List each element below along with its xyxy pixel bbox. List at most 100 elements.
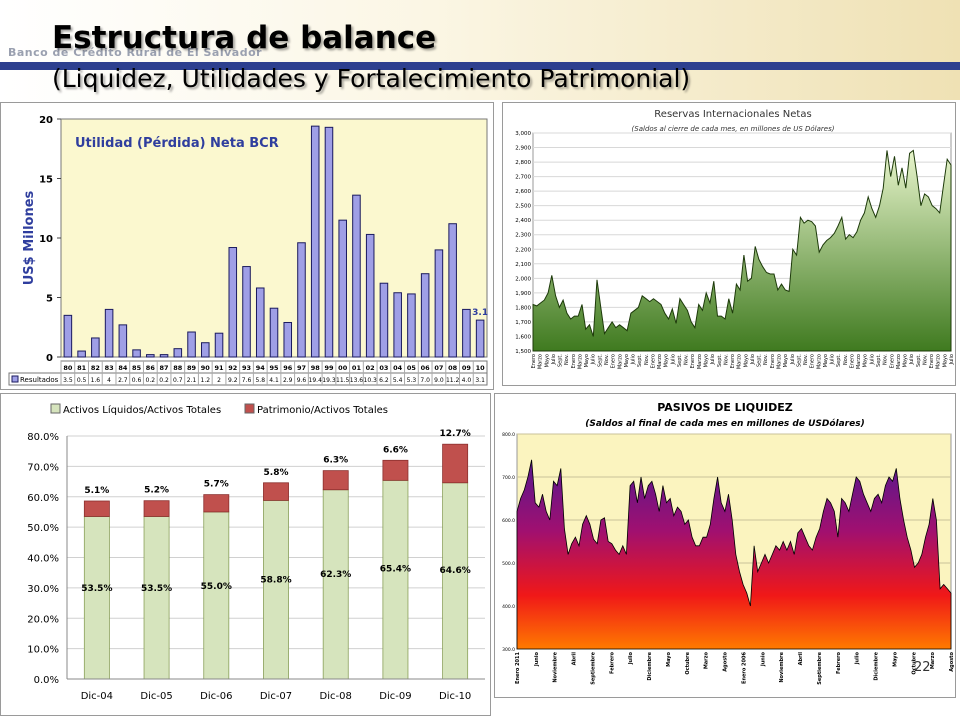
y-tick-label: 3,000 <box>515 131 531 137</box>
y-tick-label: 80.0% <box>27 432 59 443</box>
bar <box>434 249 444 358</box>
table-value: 10.3 <box>364 377 378 384</box>
y-tick-label: 60.0% <box>27 493 59 504</box>
table-value: 7.6 <box>242 377 252 384</box>
x-tick-label: Julio <box>909 354 915 365</box>
data-label: 5.7% <box>204 480 229 490</box>
table-value: 2 <box>217 377 221 384</box>
x-tick-label: Enero 2011 <box>515 651 521 683</box>
y-tick-label: 15 <box>39 175 53 186</box>
category-label: 92 <box>228 364 237 372</box>
x-tick-label: Marzo <box>936 354 942 369</box>
x-tick-label: Mayo <box>584 354 590 367</box>
table-value: 19.3 <box>322 377 336 384</box>
y-tick-label: 2,400 <box>515 218 531 224</box>
y-tick-label: 20.0% <box>27 614 59 625</box>
category-label: 88 <box>173 364 183 372</box>
x-tick-label: Marzo <box>538 354 544 369</box>
data-label: 3.1 <box>472 308 488 318</box>
utilidad-chart-panel: 0 5 10 15 20 US$ Millones Utilidad (Pérdida) N… <box>0 102 494 390</box>
y-tick-label: 10 <box>39 234 53 245</box>
bar-activos <box>143 516 170 680</box>
data-label: 64.6% <box>440 566 471 576</box>
bar <box>173 348 183 358</box>
x-tick-label: Noviembre <box>553 651 559 682</box>
x-tick-label: Sept. <box>637 354 643 367</box>
bar <box>338 219 347 358</box>
x-tick-label: Mayo <box>823 354 829 367</box>
table-value: 9.2 <box>228 377 238 384</box>
x-tick-label: Abril <box>798 652 804 666</box>
x-tick-label: Marzo <box>896 354 902 369</box>
category-label: 97 <box>297 364 306 372</box>
table-value: 1.2 <box>201 377 211 384</box>
bar <box>379 282 389 358</box>
category-label: 10 <box>476 364 486 372</box>
x-tick-label: Julio <box>670 354 676 365</box>
x-tick-label: Diciembre <box>647 651 653 680</box>
x-tick-label: Abril <box>572 652 578 666</box>
data-label: 55.0% <box>201 582 232 592</box>
category-label: 08 <box>448 364 458 372</box>
x-tick-label: Sept. <box>717 354 723 367</box>
category-label: 09 <box>462 364 472 372</box>
legend-label: Patrimonio/Activos Totales <box>257 405 388 416</box>
x-tick-label: Sept. <box>558 354 564 367</box>
bar <box>228 247 238 358</box>
x-tick-label: Sept. <box>597 354 603 367</box>
x-tick-label: Dic-08 <box>320 691 352 702</box>
bar <box>462 308 471 358</box>
bar <box>448 223 457 358</box>
bar <box>118 324 128 358</box>
activos-chart-panel: Activos Líquidos/Activos Totales Patrimon… <box>0 393 491 716</box>
table-value: 5.8 <box>255 377 265 384</box>
x-tick-label: Dic-06 <box>200 691 232 702</box>
bar <box>393 292 402 358</box>
category-label: 94 <box>256 364 266 372</box>
x-tick-label: Dic-07 <box>260 691 292 702</box>
x-tick-label: Dic-09 <box>379 691 411 702</box>
data-label: 12.7% <box>440 429 471 439</box>
x-tick-label: Dic-05 <box>140 691 172 702</box>
table-value: 0.7 <box>173 377 183 384</box>
y-tick-label: 1,800 <box>515 305 531 311</box>
x-tick-label: Junio <box>760 651 766 667</box>
x-tick-label: Marzo <box>930 651 936 669</box>
category-label: 85 <box>132 364 142 372</box>
x-tick-label: Enero <box>770 354 776 368</box>
y-tick-label: 30.0% <box>27 584 59 595</box>
table-value: 3.5 <box>63 377 73 384</box>
x-tick-label: Enero <box>889 354 895 368</box>
x-tick-label: Nov. <box>644 354 650 365</box>
x-tick-label: Marzo <box>617 354 623 369</box>
bar <box>104 308 114 358</box>
table-value: 1.6 <box>91 377 101 384</box>
table-value: 2.1 <box>187 377 197 384</box>
bar <box>283 321 293 358</box>
y-tick-label: 500.0 <box>502 561 515 567</box>
category-label: 87 <box>160 364 169 372</box>
bar <box>352 194 361 358</box>
table-value: 0.2 <box>159 377 169 384</box>
bar-patrimonio <box>442 443 469 484</box>
bar-patrimonio <box>263 482 289 501</box>
x-tick-label: Marzo <box>697 354 703 369</box>
bar <box>77 350 86 358</box>
bar <box>132 349 141 358</box>
x-tick-label: Julio <box>631 354 637 365</box>
category-label: 86 <box>146 364 156 372</box>
pasivos-chart-panel: PASIVOS DE LIQUIDEZ (Saldos al final de c… <box>494 393 956 698</box>
x-tick-label: Mayo <box>666 651 672 666</box>
x-tick-label: Julio <box>830 354 836 365</box>
x-tick-label: Enero <box>690 354 696 368</box>
x-tick-label: Nov. <box>843 354 849 365</box>
legend-label: Resultados <box>20 376 59 384</box>
x-tick-label: Marzo <box>657 354 663 369</box>
x-tick-label: Mayo <box>892 651 898 666</box>
bar-activos <box>382 479 409 680</box>
y-tick-label: 2,900 <box>515 146 531 152</box>
chart-subtitle: (Saldos al final de cada mes en millones… <box>585 418 864 429</box>
bar <box>91 337 100 358</box>
category-label: 95 <box>269 364 279 372</box>
x-tick-label: Enero <box>929 354 935 368</box>
